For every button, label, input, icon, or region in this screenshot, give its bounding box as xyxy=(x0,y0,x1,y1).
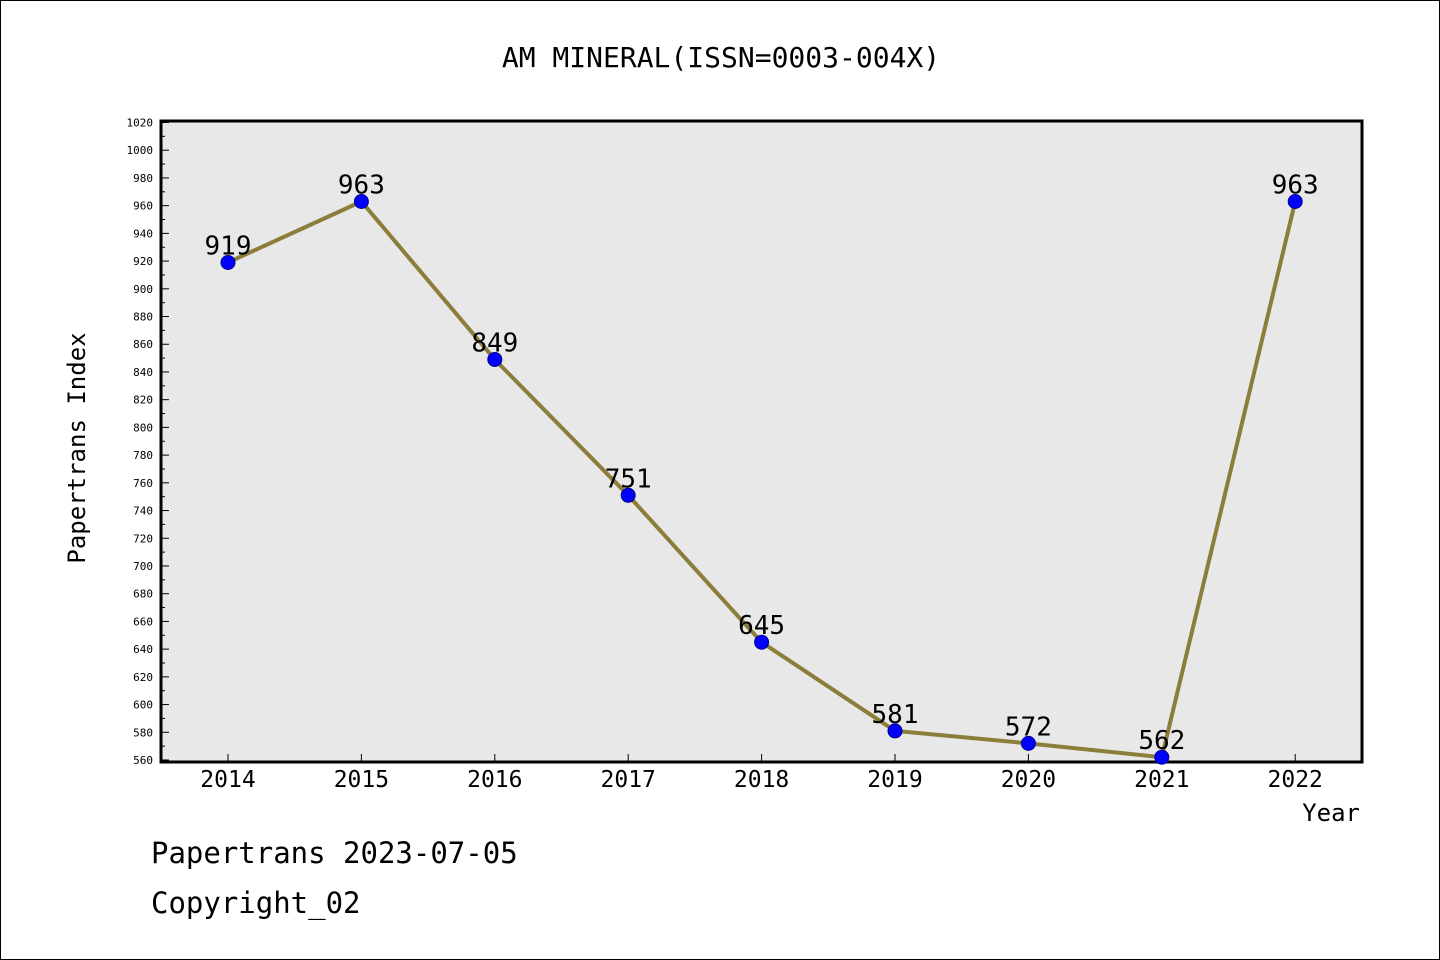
data-labels: 919 963 849 751 645 581 572 562 963 xyxy=(205,170,1319,756)
x-tick-label: 2016 xyxy=(467,767,522,793)
data-point-2019 xyxy=(887,723,903,739)
y-tick-label: 740 xyxy=(133,505,153,518)
data-point-2021 xyxy=(1154,749,1170,765)
footer-copyright: Copyright_02 xyxy=(151,886,361,920)
series-layer xyxy=(220,193,1303,765)
y-tick-label: 800 xyxy=(133,421,153,434)
data-label-2016: 849 xyxy=(471,328,518,358)
data-point-2014 xyxy=(220,254,236,270)
data-label-2019: 581 xyxy=(872,700,919,730)
y-tick-label: 760 xyxy=(133,477,153,490)
y-tick-label: 900 xyxy=(133,283,153,296)
y-tick-label: 1000 xyxy=(127,144,154,157)
y-tick-label: 860 xyxy=(133,338,153,351)
y-tick-label: 580 xyxy=(133,726,153,739)
data-point-2017 xyxy=(620,487,636,503)
y-tick-label: 940 xyxy=(133,227,153,240)
footer-date: Papertrans 2023-07-05 xyxy=(151,836,518,870)
y-tick-label: 560 xyxy=(133,754,153,767)
x-tick-label: 2021 xyxy=(1134,767,1189,793)
data-label-2018: 645 xyxy=(738,611,785,641)
y-tick-label: 640 xyxy=(133,643,153,656)
y-tick-label: 680 xyxy=(133,588,153,601)
y-tick-label: 840 xyxy=(133,366,153,379)
x-tick-label: 2014 xyxy=(200,767,255,793)
data-point-2018 xyxy=(754,634,770,650)
y-tick-label: 600 xyxy=(133,699,153,712)
data-label-2020: 572 xyxy=(1005,712,1052,742)
x-tick-label: 2018 xyxy=(734,767,789,793)
y-tick-label: 880 xyxy=(133,311,153,324)
y-tick-label: 820 xyxy=(133,394,153,407)
y-tick-label: 920 xyxy=(133,255,153,268)
data-label-2014: 919 xyxy=(205,231,252,261)
x-tick-label: 2022 xyxy=(1268,767,1323,793)
data-label-2017: 751 xyxy=(605,464,652,494)
y-tick-label: 620 xyxy=(133,671,153,684)
x-tick-label: 2017 xyxy=(601,767,656,793)
x-tick-label: 2020 xyxy=(1001,767,1056,793)
y-tick-label: 980 xyxy=(133,172,153,185)
y-tick-label: 660 xyxy=(133,615,153,628)
y-axis: 560 580 600 620 640 660 680 700 720 740 760 780 800 8… xyxy=(127,117,169,767)
x-tick-label: 2019 xyxy=(867,767,922,793)
data-label-2015: 963 xyxy=(338,170,385,200)
data-point-2020 xyxy=(1020,735,1036,751)
y-tick-label: 1020 xyxy=(127,117,154,130)
data-point-2015 xyxy=(353,193,369,209)
data-label-2021: 562 xyxy=(1138,726,1185,756)
data-label-2022: 963 xyxy=(1272,170,1319,200)
plot-area xyxy=(159,119,1364,764)
y-tick-label: 720 xyxy=(133,532,153,545)
x-axis-title: Year xyxy=(1302,799,1360,827)
data-point-2016 xyxy=(487,351,503,367)
x-axis: 2014 2015 2016 2017 2018 2019 2020 2021 2022 xyxy=(200,754,1323,793)
y-axis-title: Papertrans Index xyxy=(63,332,91,563)
x-tick-label: 2015 xyxy=(334,767,389,793)
data-point-2022 xyxy=(1287,193,1303,209)
y-tick-label: 780 xyxy=(133,449,153,462)
y-tick-label: 960 xyxy=(133,200,153,213)
chart-title: AM MINERAL(ISSN=0003-004X) xyxy=(502,41,940,74)
y-tick-label: 700 xyxy=(133,560,153,573)
